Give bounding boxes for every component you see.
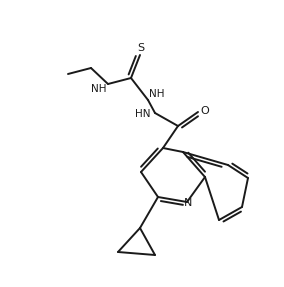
Text: NH: NH [149, 89, 164, 99]
Text: HN: HN [135, 109, 151, 119]
Text: S: S [137, 43, 145, 53]
Text: O: O [201, 106, 209, 116]
Text: NH: NH [91, 84, 106, 94]
Text: N: N [184, 198, 192, 208]
